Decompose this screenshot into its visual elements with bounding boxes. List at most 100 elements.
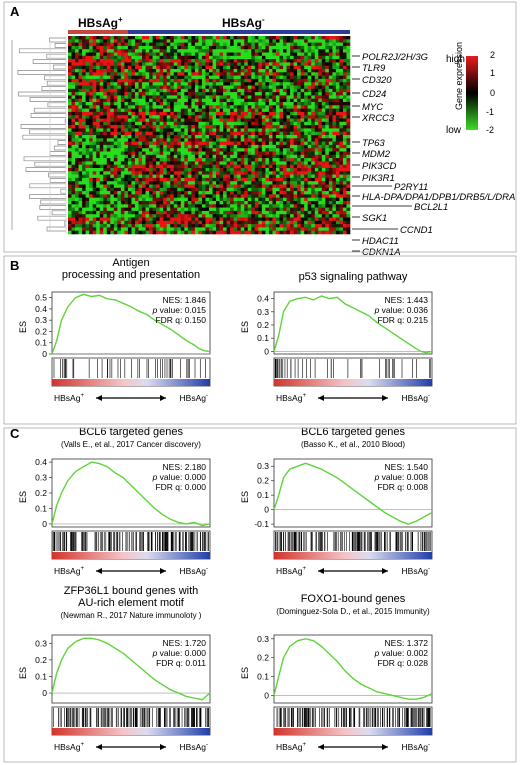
heatmap-cell bbox=[149, 78, 153, 83]
heatmap-cell bbox=[233, 36, 238, 40]
heatmap-cell bbox=[297, 75, 301, 80]
heatmap-cell bbox=[261, 55, 266, 60]
heatmap-cell bbox=[339, 194, 344, 198]
heatmap-cell bbox=[335, 111, 340, 116]
heatmap-cell bbox=[240, 151, 245, 156]
heatmap-cell bbox=[149, 65, 153, 70]
heatmap-cell bbox=[159, 224, 164, 228]
heatmap-cell bbox=[268, 141, 273, 146]
heatmap-cell bbox=[138, 194, 143, 198]
heatmap-cell bbox=[342, 118, 347, 123]
heatmap-cell bbox=[170, 45, 175, 50]
heatmap-cell bbox=[300, 144, 305, 149]
heatmap-cell bbox=[237, 184, 242, 189]
heatmap-cell bbox=[177, 141, 182, 146]
heatmap-cell bbox=[163, 102, 167, 106]
heatmap-cell bbox=[265, 105, 270, 109]
heatmap-cell bbox=[254, 135, 259, 139]
heatmap-cell bbox=[321, 197, 326, 202]
heatmap-cell bbox=[332, 187, 337, 192]
heatmap-cell bbox=[173, 49, 178, 53]
heatmap-cell bbox=[265, 187, 270, 192]
heatmap-cell bbox=[117, 181, 122, 185]
heatmap-cell bbox=[254, 187, 259, 192]
heatmap-cell bbox=[247, 168, 252, 172]
heatmap-cell bbox=[332, 204, 337, 208]
heatmap-cell bbox=[321, 154, 326, 159]
heatmap-cell bbox=[307, 45, 312, 50]
heatmap-cell bbox=[300, 39, 305, 43]
heatmap-cell bbox=[314, 92, 319, 96]
heatmap-cell bbox=[332, 65, 337, 70]
heatmap-cell bbox=[78, 45, 83, 50]
heatmap-cell bbox=[275, 98, 280, 103]
heatmap-cell bbox=[346, 95, 351, 99]
heatmap-cell bbox=[342, 138, 347, 142]
heatmap-cell bbox=[240, 55, 245, 60]
heatmap-cell bbox=[145, 65, 150, 70]
heatmap-cell bbox=[328, 111, 333, 116]
heatmap-cell bbox=[173, 45, 178, 50]
heatmap-cell bbox=[205, 59, 210, 63]
heatmap-cell bbox=[89, 187, 93, 192]
heatmap-cell bbox=[127, 154, 132, 159]
heatmap-cell bbox=[328, 108, 333, 113]
heatmap-cell bbox=[78, 95, 83, 99]
heatmap-cell bbox=[145, 111, 150, 116]
heatmap-cell bbox=[209, 224, 213, 228]
heatmap-cell bbox=[233, 95, 238, 99]
heatmap-cell bbox=[187, 207, 192, 212]
heatmap-cell bbox=[75, 144, 79, 149]
heatmap-cell bbox=[96, 65, 101, 70]
heatmap-cell bbox=[180, 141, 185, 146]
y-tick-label: 0.3 bbox=[35, 315, 47, 325]
heatmap-cell bbox=[85, 187, 90, 192]
heatmap-cell bbox=[293, 42, 298, 47]
heatmap-cell bbox=[120, 220, 125, 225]
heatmap-cell bbox=[159, 141, 164, 146]
heatmap-cell bbox=[191, 135, 196, 139]
heatmap-cell bbox=[219, 194, 224, 198]
heatmap-cell bbox=[332, 52, 337, 57]
heatmap-cell bbox=[342, 174, 347, 179]
heatmap-cell bbox=[191, 115, 196, 119]
heatmap-cell bbox=[110, 78, 115, 83]
heatmap-cell bbox=[342, 204, 347, 208]
heatmap-cell bbox=[117, 75, 122, 80]
heatmap-cell bbox=[78, 230, 83, 235]
heatmap-cell bbox=[226, 230, 231, 235]
chart-title: Antigen bbox=[112, 257, 149, 269]
heatmap-cell bbox=[106, 191, 111, 195]
heatmap-cell bbox=[251, 78, 256, 83]
heatmap-cell bbox=[240, 164, 245, 169]
heatmap-cell bbox=[152, 111, 157, 116]
heatmap-cell bbox=[332, 49, 337, 53]
heatmap-cell bbox=[230, 164, 234, 169]
heatmap-cell bbox=[272, 184, 277, 189]
heatmap-cell bbox=[120, 227, 125, 231]
heatmap-cell bbox=[300, 105, 305, 109]
heatmap-cell bbox=[346, 191, 351, 195]
heatmap-cell bbox=[170, 187, 175, 192]
heatmap-cell bbox=[251, 164, 256, 169]
heatmap-cell bbox=[99, 220, 104, 225]
heatmap-cell bbox=[184, 181, 189, 185]
heatmap-cell bbox=[346, 154, 351, 159]
heatmap-cell bbox=[110, 69, 115, 73]
heatmap-cell bbox=[275, 144, 280, 149]
heatmap-cell bbox=[275, 141, 280, 146]
heatmap-cell bbox=[223, 102, 227, 106]
heatmap-cell bbox=[99, 171, 104, 175]
heatmap-cell bbox=[286, 144, 291, 149]
heatmap-cell bbox=[131, 217, 136, 222]
heatmap-cell bbox=[180, 197, 185, 202]
heatmap-cell bbox=[117, 72, 122, 76]
heatmap-cell bbox=[191, 168, 196, 172]
heatmap-cell bbox=[314, 135, 319, 139]
heatmap-cell bbox=[177, 171, 182, 175]
heatmap-cell bbox=[198, 88, 203, 93]
heatmap-cell bbox=[237, 217, 242, 222]
heatmap-cell bbox=[152, 131, 157, 136]
heatmap-cell bbox=[159, 131, 164, 136]
heatmap-cell bbox=[124, 135, 129, 139]
